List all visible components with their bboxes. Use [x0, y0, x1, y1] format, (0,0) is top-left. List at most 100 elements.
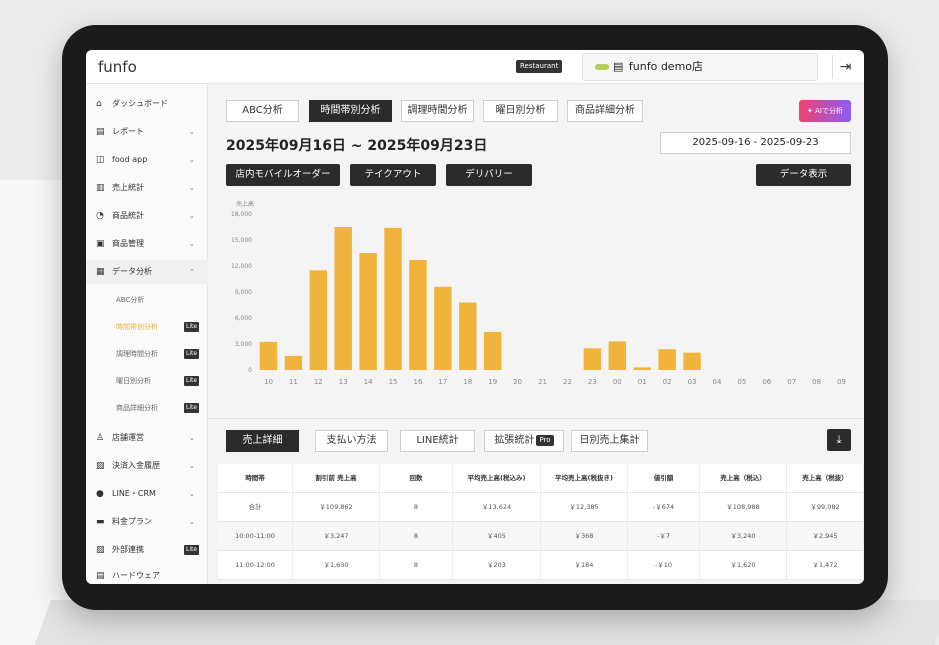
sidebar-item-label: 料金プラン	[112, 517, 152, 526]
sidebar-subitem-label: ABC分析	[116, 296, 145, 304]
sidebar-item-payment-history[interactable]: ▨ 決済入金履歴 ⌄	[86, 454, 208, 478]
table-row: 合計 ￥109,862 8 ￥13,624 ￥12,385 -￥674 ￥108,988 ￥9…	[218, 493, 864, 522]
tab-product-detail[interactable]: 商品詳細分析	[567, 100, 643, 122]
table-row: 10:00-11:00 ￥3,247 8 ￥405 ￥368 -￥7 ￥3,240 ￥2,94…	[218, 522, 864, 551]
table-header-cell: 売上高（税抜）	[787, 464, 864, 493]
sidebar-subitem-time-analysis[interactable]: 時間帯別分析 Lite	[86, 315, 208, 339]
sidebar-item-data-analysis[interactable]: ▦ データ分析 ⌃	[86, 260, 208, 284]
table-cell: ￥99,082	[787, 493, 864, 522]
sidebar-subitem-cooking-time[interactable]: 調理時間分析 Lite	[86, 342, 208, 366]
home-icon: ⌂	[96, 99, 102, 109]
sidebar-item-sales-stats[interactable]: ▥ 売上統計 ⌄	[86, 176, 208, 200]
x-tick-label: 15	[389, 378, 398, 386]
sidebar-item-line-crm[interactable]: ● LINE・CRM ⌄	[86, 482, 208, 506]
sidebar-subitem-weekday[interactable]: 曜日別分析 Lite	[86, 369, 208, 393]
section-divider	[208, 418, 864, 419]
sidebar-item-label: LINE・CRM	[112, 489, 156, 498]
x-tick-label: 00	[613, 378, 622, 386]
sidebar-item-integrations[interactable]: ▧ 外部連携 Lite	[86, 538, 208, 562]
ai-analysis-button[interactable]: ✦ AIで分析	[799, 100, 851, 122]
table-cell: ￥13,624	[453, 493, 541, 522]
sidebar-subitem-label: 商品詳細分析	[116, 404, 158, 412]
bar-18	[459, 302, 477, 370]
sidebar-item-hardware[interactable]: ▤ ハードウェア	[86, 564, 208, 584]
lite-badge: Lite	[184, 349, 200, 359]
sidebar-item-label: データ分析	[112, 267, 152, 276]
data-display-button[interactable]: データ表示	[756, 164, 851, 186]
bar-chart-icon: ▥	[96, 183, 105, 193]
chevron-down-icon: ⌄	[189, 156, 195, 164]
date-range-picker[interactable]: 2025-09-16 - 2025-09-23	[660, 132, 851, 154]
x-tick-label: 23	[588, 378, 597, 386]
x-tick-label: 09	[837, 378, 846, 386]
table-cell: ￥1,630	[293, 551, 380, 580]
sidebar-item-label: 決済入金履歴	[112, 461, 160, 470]
store-selector[interactable]: ▤ funfo demo店	[582, 53, 818, 81]
chevron-down-icon: ⌄	[189, 518, 195, 526]
download-icon[interactable]: ⤓	[827, 429, 851, 451]
sales-chart-svg: 売上高 0 3,000 6,000 9,000 12,000 15,000 18,000 10 1…	[231, 200, 846, 386]
bar-03	[683, 352, 701, 370]
app-icon: ◫	[96, 155, 105, 165]
sidebar-subitem-product-detail[interactable]: 商品詳細分析 Lite	[86, 396, 208, 420]
sidebar-item-product-stats[interactable]: ◔ 商品統計 ⌄	[86, 204, 208, 228]
box-icon: ▣	[96, 239, 105, 249]
sales-table: 時間帯 割引前 売上高 回数 平均売上高(税込み) 平均売上高(税抜き) 値引額 売上高（税…	[218, 464, 864, 580]
x-tick-label: 02	[663, 378, 672, 386]
bar-23	[583, 348, 602, 370]
y-tick-label: 9,000	[235, 289, 252, 296]
sidebar-item-dashboard[interactable]: ⌂ ダッシュボード	[86, 92, 208, 116]
sidebar-item-pricing[interactable]: ▬ 料金プラン ⌄	[86, 510, 208, 534]
tab-weekday[interactable]: 曜日別分析	[483, 100, 558, 122]
lite-badge: Lite	[184, 376, 200, 386]
sidebar-item-label: food app	[112, 155, 148, 164]
table-header-cell: 平均売上高(税込み)	[453, 464, 541, 493]
sidebar-item-food-app[interactable]: ◫ food app ⌄	[86, 148, 208, 172]
tab-abc[interactable]: ABC分析	[226, 100, 299, 122]
x-tick-label: 11	[289, 378, 298, 386]
table-row: 11:00-12:00 ￥1,630 8 ￥203 ￥184 -￥10 ￥1,620 ￥1,4…	[218, 551, 864, 580]
tab-payment-methods[interactable]: 支払い方法	[315, 430, 388, 452]
table-cell: ￥109,862	[293, 493, 380, 522]
table-cell: ￥2,945	[787, 522, 864, 551]
tab-extended-stats-label: 拡張統計	[494, 435, 535, 446]
bar-02	[658, 349, 676, 370]
tab-cooking-time[interactable]: 調理時間分析	[401, 100, 474, 122]
table-cell: 11:00-12:00	[218, 551, 293, 580]
y-tick-label: 6,000	[235, 315, 252, 322]
x-tick-label: 22	[563, 378, 572, 386]
sidebar-item-report[interactable]: ▤ レポート ⌄	[86, 120, 208, 144]
channel-dine-in-button[interactable]: 店内モバイルオーダー	[226, 164, 340, 186]
sidebar-item-label: ダッシュボード	[112, 99, 168, 108]
tab-line-stats[interactable]: LINE統計	[400, 430, 475, 452]
sales-chart: 売上高 0 3,000 6,000 9,000 12,000 15,000 18,000 10 1…	[222, 192, 862, 410]
sidebar-subitem-label: 調理時間分析	[116, 350, 158, 358]
table-header-cell: 平均売上高(税抜き)	[541, 464, 628, 493]
x-tick-label: 08	[812, 378, 821, 386]
table-cell: ￥12,385	[541, 493, 628, 522]
sidebar-item-label: ハードウェア	[112, 571, 160, 580]
table-cell: ￥108,988	[700, 493, 787, 522]
store-logo-icon	[595, 64, 609, 70]
channel-takeout-button[interactable]: テイクアウト	[350, 164, 436, 186]
app-screen: funfo Restaurant ▤ funfo demo店 ⇥ ⌂ ダッシュボ…	[86, 50, 864, 584]
tab-time[interactable]: 時間帯別分析	[309, 100, 392, 122]
sidebar-subitem-abc[interactable]: ABC分析	[86, 288, 208, 312]
channel-delivery-button[interactable]: デリバリー	[446, 164, 532, 186]
sidebar-item-label: 店舗運営	[112, 433, 144, 442]
x-tick-label: 01	[638, 378, 647, 386]
y-tick-label: 0	[248, 367, 252, 374]
tab-extended-stats[interactable]: 拡張統計 Pro	[484, 430, 564, 452]
sidebar-item-product-management[interactable]: ▣ 商品管理 ⌄	[86, 232, 208, 256]
app-logo: funfo	[98, 58, 137, 76]
y-tick-label: 3,000	[235, 341, 252, 348]
bar-16	[409, 259, 427, 370]
tab-sales-detail[interactable]: 売上詳細	[226, 430, 299, 452]
tab-daily-sales[interactable]: 日別売上集計	[571, 430, 648, 452]
sidebar-item-label: 商品統計	[112, 211, 144, 220]
bar-00	[608, 341, 627, 370]
sidebar-item-store-ops[interactable]: ♙ 店舗運営 ⌄	[86, 426, 208, 450]
logout-icon[interactable]: ⇥	[832, 55, 858, 79]
sidebar-item-label: 外部連携	[112, 545, 144, 554]
sidebar-subitem-label: 曜日別分析	[116, 377, 151, 385]
